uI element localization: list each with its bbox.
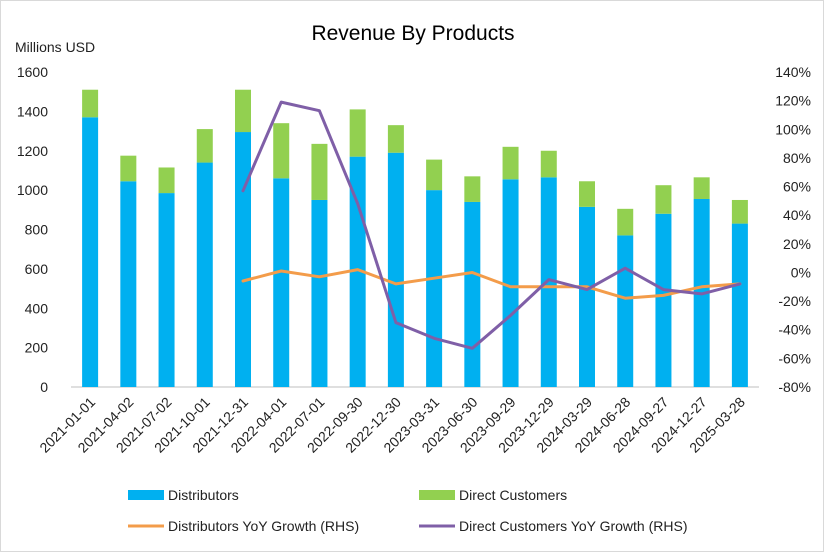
bar-distributors bbox=[387, 152, 404, 387]
bar-direct-customers bbox=[464, 176, 481, 202]
bar-direct-customers bbox=[235, 89, 251, 133]
bar-distributors bbox=[731, 223, 748, 387]
y-tick-label: 1400 bbox=[17, 103, 48, 119]
bar-direct-customers bbox=[693, 177, 710, 199]
y-tick-label: 1600 bbox=[17, 64, 48, 80]
y2-tick-label: 120% bbox=[775, 93, 811, 109]
bar-direct-customers bbox=[617, 208, 634, 236]
legend-distributors-swatch bbox=[128, 490, 164, 500]
bar-direct-customers bbox=[158, 167, 175, 194]
y2-tick-label: 60% bbox=[783, 179, 811, 195]
y2-tick-label: 20% bbox=[783, 236, 811, 252]
bar-direct-customers bbox=[655, 185, 672, 214]
bar-distributors bbox=[464, 201, 481, 387]
bar-direct-customers bbox=[311, 143, 328, 200]
legend-distributors-yoy-growth-rhs-label: Distributors YoY Growth (RHS) bbox=[168, 518, 359, 534]
bar-distributors bbox=[426, 190, 443, 387]
y-tick-label: 1000 bbox=[17, 182, 48, 198]
bar-direct-customers bbox=[579, 181, 595, 207]
y2-tick-label: -20% bbox=[778, 293, 811, 309]
y2-tick-label: 140% bbox=[775, 64, 811, 80]
legend-direct-customers-yoy-growth-rhs-label: Direct Customers YoY Growth (RHS) bbox=[459, 518, 687, 534]
bar-direct-customers bbox=[273, 123, 290, 179]
line-distributors-yoy bbox=[241, 268, 742, 300]
bar-distributors bbox=[158, 193, 175, 387]
legend-direct-customers-label: Direct Customers bbox=[459, 487, 567, 503]
y2-tick-label: 0% bbox=[791, 264, 811, 280]
bar-distributors bbox=[540, 177, 557, 387]
bar-distributors bbox=[311, 199, 328, 387]
bar-distributors bbox=[579, 206, 595, 387]
bar-distributors bbox=[273, 178, 290, 387]
bar-distributors bbox=[82, 117, 99, 387]
y2-tick-label: -80% bbox=[778, 379, 811, 395]
bar-direct-customers bbox=[426, 159, 443, 191]
y-tick-label: 800 bbox=[25, 222, 49, 238]
bar-direct-customers bbox=[196, 129, 213, 163]
bar-distributors bbox=[235, 132, 251, 387]
bar-direct-customers bbox=[540, 150, 557, 178]
y-tick-label: 1200 bbox=[17, 143, 48, 159]
y-tick-label: 600 bbox=[25, 261, 49, 277]
bar-direct-customers bbox=[82, 89, 99, 118]
bar-direct-customers bbox=[731, 199, 748, 224]
y2-tick-label: 100% bbox=[775, 121, 811, 137]
y2-tick-label: -60% bbox=[778, 350, 811, 366]
y-tick-label: 400 bbox=[25, 300, 49, 316]
bar-distributors bbox=[655, 213, 672, 387]
bar-direct-customers bbox=[120, 155, 137, 182]
line-direct-customers-yoy bbox=[241, 100, 742, 350]
bar-direct-customers bbox=[502, 146, 519, 180]
legend-direct-customers-swatch bbox=[419, 490, 455, 500]
chart-title: Revenue By Products bbox=[311, 22, 514, 45]
y-tick-label: 0 bbox=[40, 379, 48, 395]
bar-direct-customers bbox=[387, 125, 404, 153]
legend-distributors-label: Distributors bbox=[168, 487, 239, 503]
y2-tick-label: -40% bbox=[778, 322, 811, 338]
bar-distributors bbox=[196, 162, 213, 387]
bar-direct-customers bbox=[349, 109, 366, 157]
y2-tick-label: 80% bbox=[783, 150, 811, 166]
y-axis-unit-label: Millions USD bbox=[15, 39, 95, 55]
bar-distributors bbox=[502, 179, 519, 387]
y-tick-label: 200 bbox=[25, 340, 49, 356]
y2-tick-label: 40% bbox=[783, 207, 811, 223]
legend: Distributors Direct Customers Distributors… bbox=[128, 487, 687, 534]
bar-distributors bbox=[120, 181, 137, 387]
bar-distributors bbox=[617, 235, 634, 387]
plot-area: 0 200 400 600 800 1000 1200 1400 1600 -80% -60% -40… bbox=[17, 64, 811, 456]
